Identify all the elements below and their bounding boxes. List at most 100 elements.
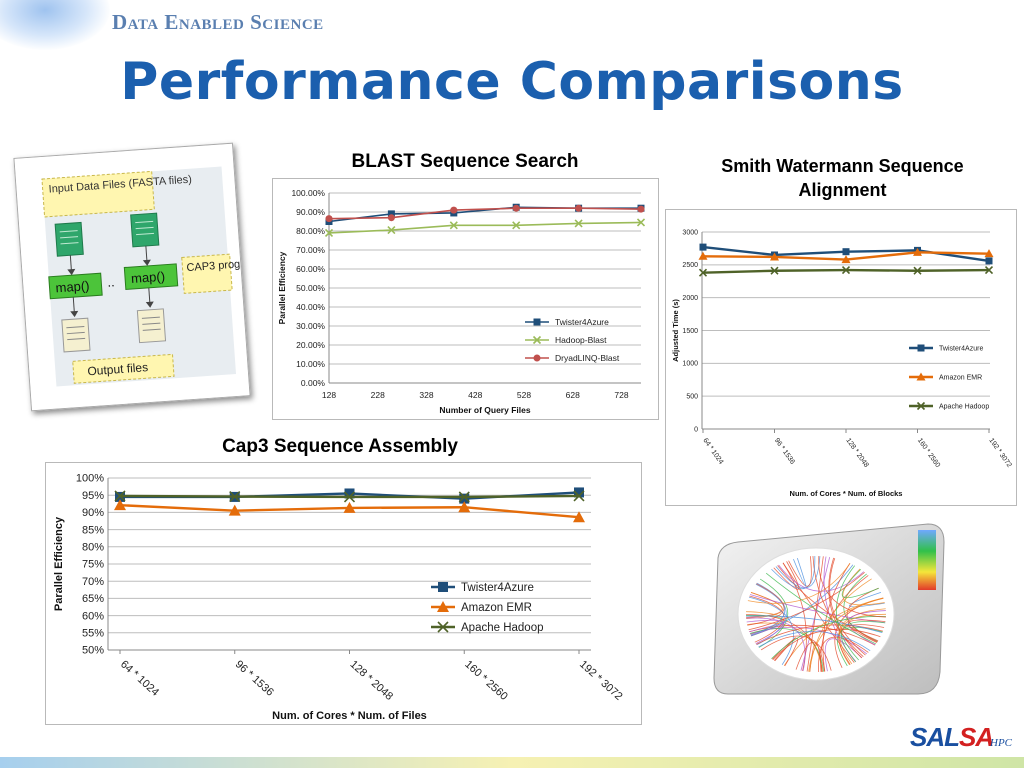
x-tick-label: 64 * 1024 xyxy=(701,437,724,466)
x-tick-label: 192 * 3072 xyxy=(577,658,625,703)
y-tick-label: 20.00% xyxy=(296,340,325,350)
series-amazon-emr xyxy=(114,499,585,523)
data-point xyxy=(450,206,458,214)
legend-label: Twister4Azure xyxy=(555,317,609,327)
data-point xyxy=(438,582,448,592)
y-tick-label: 70.00% xyxy=(296,245,325,255)
x-tick-label: 628 xyxy=(566,390,580,400)
data-point xyxy=(343,501,356,513)
data-point xyxy=(841,255,851,264)
data-point xyxy=(574,219,583,228)
x-axis-label: Num. of Cores * Num. of Blocks xyxy=(790,489,903,498)
series-dryadlinq-blast xyxy=(325,204,645,223)
series-line xyxy=(328,221,642,234)
data-point xyxy=(387,210,395,218)
data-point xyxy=(842,248,850,256)
x-tick-label: 160 * 2560 xyxy=(462,658,510,703)
data-point xyxy=(698,268,708,277)
data-point xyxy=(325,215,333,223)
page-title: Performance Comparisons xyxy=(120,52,904,112)
y-tick-label: 40.00% xyxy=(296,302,325,312)
x-tick-label: 160 * 2560 xyxy=(916,437,941,469)
data-point xyxy=(343,491,356,503)
x-tick-label: 128 * 2048 xyxy=(347,658,395,703)
output-file-icon xyxy=(136,308,167,344)
y-tick-label: 3000 xyxy=(682,229,698,236)
data-point xyxy=(458,501,471,513)
legend-label: Apache Hadoop xyxy=(461,622,543,634)
map-label: map() xyxy=(131,269,166,286)
brand-header: Data Enabled Science xyxy=(112,10,324,34)
legend-label: Apache Hadoop xyxy=(939,403,989,410)
data-point xyxy=(573,490,585,502)
x-tick-label: 64 * 1024 xyxy=(118,658,161,698)
y-tick-label: 90.00% xyxy=(296,207,325,217)
y-tick-label: 100.00% xyxy=(291,188,325,198)
x-axis-label: Num. of Cores * Num. of Files xyxy=(272,710,427,722)
data-point xyxy=(575,204,583,212)
map-label: map() xyxy=(55,278,90,295)
y-tick-label: 1500 xyxy=(682,328,698,335)
data-point xyxy=(573,511,585,523)
data-point xyxy=(449,221,458,230)
output-file-icon xyxy=(61,317,91,353)
y-tick-label: 10.00% xyxy=(296,359,325,369)
data-point xyxy=(636,218,646,227)
x-tick-label: 428 xyxy=(468,390,482,400)
data-point xyxy=(984,266,994,275)
data-point xyxy=(532,335,542,345)
data-point xyxy=(533,354,541,362)
x-tick-label: 192 * 3072 xyxy=(987,437,1012,469)
data-point xyxy=(344,488,355,499)
legend-label: Amazon EMR xyxy=(939,374,982,381)
series-amazon-emr xyxy=(698,247,994,264)
x-tick-label: 96 * 1536 xyxy=(233,658,276,698)
y-tick-label: 60.00% xyxy=(296,264,325,274)
y-tick-label: 2500 xyxy=(682,262,698,269)
input-file-icon xyxy=(130,212,160,248)
data-point xyxy=(984,249,994,258)
y-tick-label: 80% xyxy=(82,541,104,553)
cap3-chart: 50% 55% 60% 65% 70% 75% 80% 85% 90% 95% 100% 64 * 1… xyxy=(53,473,625,722)
data-point xyxy=(228,504,241,516)
series-line xyxy=(328,207,642,220)
data-point xyxy=(913,266,922,275)
salsa-logo: SALSA xyxy=(910,722,994,752)
series-apache-hadoop xyxy=(114,490,585,503)
data-point xyxy=(917,344,925,352)
y-tick-label: 80.00% xyxy=(296,226,325,236)
x-tick-label: 328 xyxy=(419,390,433,400)
y-tick-label: 50% xyxy=(82,645,104,657)
data-point xyxy=(533,318,541,326)
series-apache-hadoop xyxy=(698,266,994,277)
x-tick-label: 728 xyxy=(614,390,628,400)
data-point xyxy=(512,204,520,212)
cap3-label: CAP3 program xyxy=(186,257,249,274)
blast-chart: 0.00% 10.00% 20.00% 30.00% 40.00% 50.00% 60.00… xyxy=(277,188,646,415)
data-point xyxy=(841,266,851,275)
cap3-chart-panel: 50% 55% 60% 65% 70% 75% 80% 85% 90% 95% 100% 64 * 1… xyxy=(45,462,642,725)
legend-label: Twister4Azure xyxy=(461,582,534,594)
series-hadoop-blast xyxy=(324,218,646,237)
cap3-chart-title: Cap3 Sequence Assembly xyxy=(222,436,458,457)
y-tick-label: 65% xyxy=(82,593,104,605)
data-point xyxy=(916,401,926,411)
y-tick-label: 50.00% xyxy=(296,283,325,293)
data-point xyxy=(699,243,707,251)
y-tick-label: 60% xyxy=(82,610,104,622)
data-point xyxy=(985,257,993,265)
data-point xyxy=(324,228,334,237)
brand-glow xyxy=(0,0,110,50)
legend-label: Hadoop-Blast xyxy=(555,335,607,345)
salsa-logo-suffix: HPC xyxy=(990,737,1012,749)
blast-chart-title: BLAST Sequence Search xyxy=(351,151,579,172)
y-tick-label: 2000 xyxy=(682,295,698,302)
legend-label: DryadLINQ-Blast xyxy=(555,353,620,363)
workflow-diagram-image: Input Data Files (FASTA files) map() map… xyxy=(13,142,251,412)
footer-gradient-bar xyxy=(0,757,1024,768)
data-point xyxy=(459,493,470,504)
y-tick-label: 500 xyxy=(686,394,698,401)
y-tick-label: 55% xyxy=(82,627,104,639)
data-point xyxy=(916,372,926,381)
data-point xyxy=(229,491,241,503)
